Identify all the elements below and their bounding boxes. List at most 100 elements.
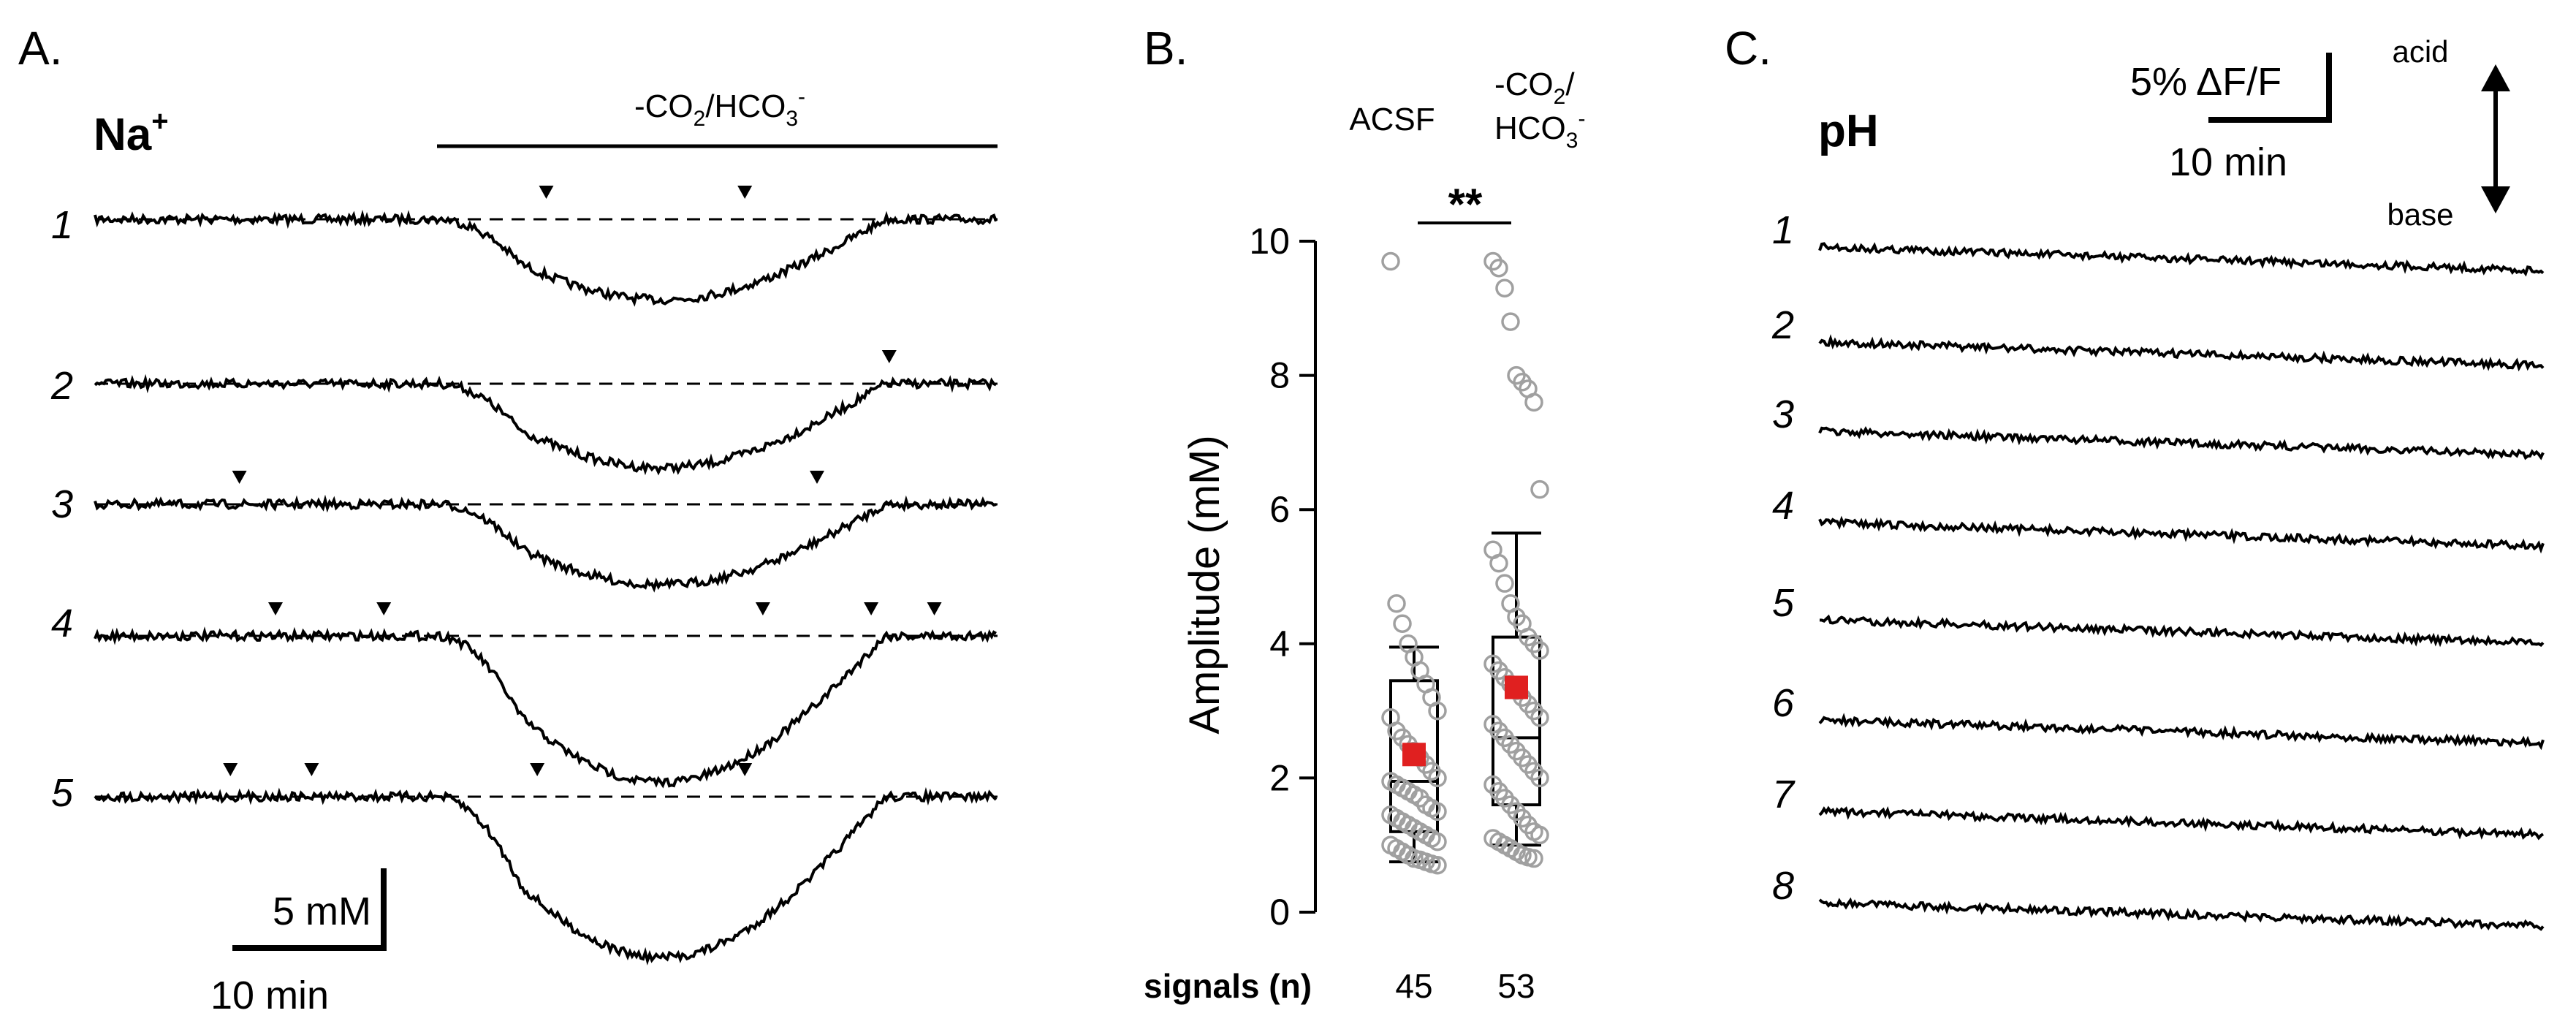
na-trace-4 xyxy=(94,626,997,789)
na-trace-label: 5 xyxy=(51,771,74,815)
cond-a-mid: /HCO xyxy=(705,88,786,124)
y-tick-label: 6 xyxy=(1269,489,1290,530)
group-label-co2-line1: -CO2/ xyxy=(1494,67,1575,109)
event-marker xyxy=(927,602,942,615)
panel-a-ion-label: Na+ xyxy=(94,105,169,160)
event-marker xyxy=(864,602,879,615)
event-marker xyxy=(304,763,319,776)
cond-a-sup: - xyxy=(798,85,805,109)
g2-slash: / xyxy=(1565,67,1575,102)
event-marker xyxy=(881,350,897,363)
ph-trace-label: 3 xyxy=(1772,392,1794,436)
box xyxy=(1492,635,1541,807)
group-label-co2-line2: HCO3- xyxy=(1494,107,1585,153)
panel-a-scale-x-label: 10 min xyxy=(210,974,329,1017)
panel-b: B. ACSF -CO2/ HCO3- ** Amplitude (mM) 02… xyxy=(1144,22,1585,1005)
data-point xyxy=(1530,641,1549,660)
y-tick-label: 8 xyxy=(1269,355,1290,396)
data-point xyxy=(1387,593,1406,613)
data-point xyxy=(1524,849,1543,868)
panel-a-ion-main: Na xyxy=(94,110,152,160)
cond-a-sub2: 3 xyxy=(786,107,798,131)
ph-trace-3 xyxy=(1818,425,2545,460)
n-co2: 53 xyxy=(1497,967,1535,1005)
g2-sub1: 2 xyxy=(1554,85,1566,109)
y-axis-label: Amplitude (mM) xyxy=(1181,435,1228,734)
data-point xyxy=(1428,768,1447,788)
significance-label: ** xyxy=(1448,180,1483,229)
data-point xyxy=(1530,708,1549,727)
ph-traces: 1 2 3 4 5 6 7 8 xyxy=(1771,208,2545,931)
ph-trace-label: 5 xyxy=(1772,581,1795,625)
event-marker xyxy=(223,763,238,776)
data-point xyxy=(1495,278,1514,298)
ph-trace-4 xyxy=(1818,515,2545,554)
n-acsf: 45 xyxy=(1395,967,1432,1005)
na-trace-2 xyxy=(94,373,997,476)
y-tick-label: 10 xyxy=(1249,221,1290,262)
ph-trace-6 xyxy=(1818,713,2545,751)
group-label-acsf: ACSF xyxy=(1349,102,1435,137)
box-group-1 xyxy=(1483,251,1549,868)
na-trace-5 xyxy=(94,786,998,966)
data-point xyxy=(1530,479,1549,499)
arrow-down-label: base xyxy=(2387,197,2453,232)
data-point xyxy=(1428,701,1447,721)
panel-c-scale-y-label: 5% ΔF/F xyxy=(2130,60,2281,104)
event-marker xyxy=(810,471,824,484)
data-point xyxy=(1381,251,1400,271)
y-tick-label: 2 xyxy=(1269,757,1290,798)
na-traces: 1 2 3 4 5 xyxy=(50,186,998,966)
data-point xyxy=(1489,553,1508,573)
ph-trace-label: 1 xyxy=(1772,208,1794,252)
mean-marker xyxy=(1505,675,1528,699)
na-trace-label: 1 xyxy=(51,203,73,247)
ph-trace-7 xyxy=(1818,805,2545,841)
event-marker xyxy=(530,763,545,776)
g2-pre: -CO xyxy=(1494,67,1554,102)
cond-a-sub1: 2 xyxy=(694,107,706,131)
event-marker xyxy=(539,186,554,199)
event-marker xyxy=(737,186,753,199)
mean-marker xyxy=(1402,743,1426,767)
panel-a-ion-sup: + xyxy=(151,105,168,137)
arrow-up-label: acid xyxy=(2392,34,2448,69)
data-point xyxy=(1428,802,1447,822)
ph-trace-1 xyxy=(1818,242,2545,277)
na-trace-label: 4 xyxy=(51,602,73,645)
ph-trace-2 xyxy=(1818,334,2545,372)
panel-a-letter: A. xyxy=(18,22,62,75)
na-trace-1 xyxy=(94,209,998,307)
data-point xyxy=(1501,312,1520,331)
ph-trace-label: 4 xyxy=(1772,484,1794,528)
event-marker xyxy=(268,602,283,615)
g2-sup: - xyxy=(1578,107,1585,131)
panel-c-ion-label: pH xyxy=(1818,106,1879,156)
y-ticks: 0 2 4 6 8 10 xyxy=(1249,221,1315,933)
data-point xyxy=(1530,768,1549,788)
acid-base-arrow xyxy=(2481,64,2510,213)
event-marker xyxy=(755,602,770,615)
g2-sub2: 3 xyxy=(1566,129,1578,153)
event-marker xyxy=(376,602,392,615)
data-point xyxy=(1393,614,1412,634)
y-tick-label: 4 xyxy=(1269,623,1290,664)
ph-trace-label: 6 xyxy=(1772,681,1795,725)
panel-a-scale-y-label: 5 mM xyxy=(273,890,371,933)
y-tick-label: 0 xyxy=(1269,892,1290,933)
data-point xyxy=(1530,825,1549,845)
ph-trace-5 xyxy=(1819,614,2545,648)
panel-c-letter: C. xyxy=(1725,22,1771,75)
data-point xyxy=(1495,574,1514,593)
data-point xyxy=(1428,855,1447,875)
na-trace-label: 3 xyxy=(51,482,73,526)
g2-mid: HCO xyxy=(1494,110,1566,146)
box-group-0 xyxy=(1381,251,1447,875)
panel-c: C. pH 5% ΔF/F 10 min acid base 1 2 3 4 5 6 7 8 xyxy=(1725,22,2545,931)
ph-trace-label: 7 xyxy=(1772,773,1796,816)
cond-a-pre: -CO xyxy=(634,88,694,124)
panel-c-scale-x-label: 10 min xyxy=(2169,140,2287,184)
ph-trace-label: 2 xyxy=(1771,303,1794,347)
